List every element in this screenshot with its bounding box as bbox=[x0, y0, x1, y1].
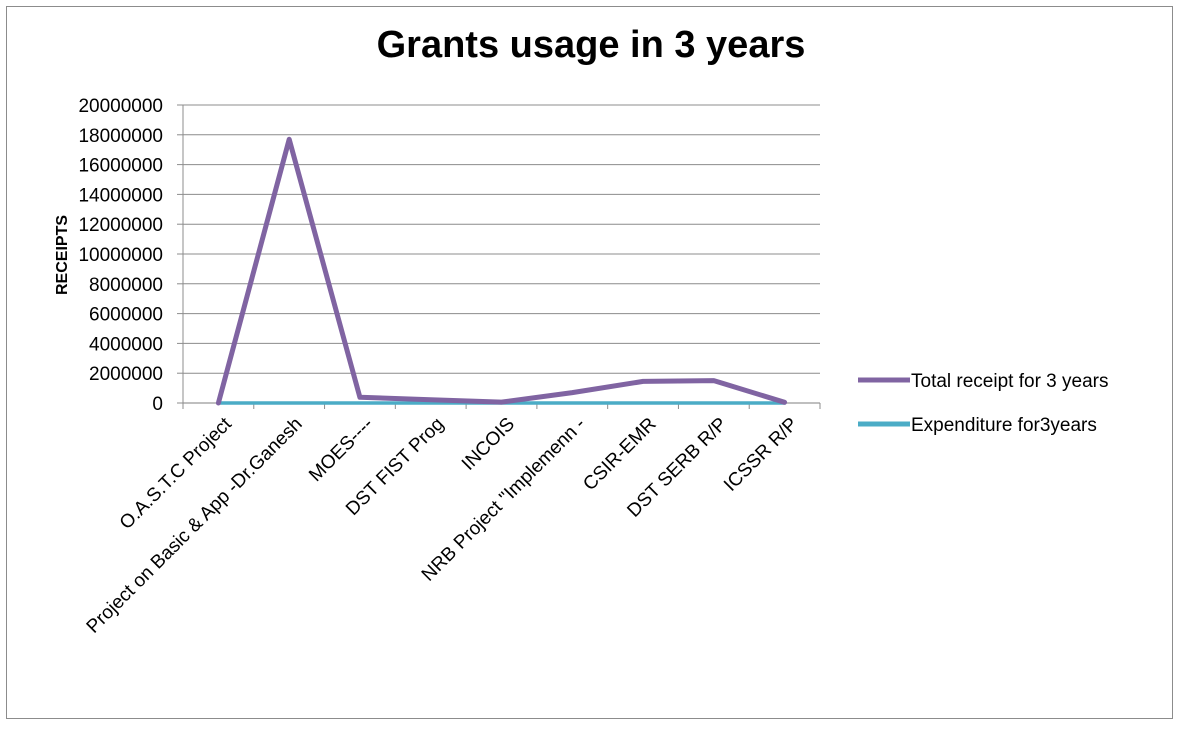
chart-frame bbox=[6, 6, 1173, 719]
series-line-total-receipt bbox=[215, 136, 788, 406]
y-axis-ticks: 0 2000000 4000000 6000000 8000000 10000000 120… bbox=[78, 96, 163, 415]
y-tick-label: 0 bbox=[152, 394, 163, 415]
legend-label: Total receipt for 3 years bbox=[911, 371, 1108, 392]
y-tick-label: 14000000 bbox=[78, 185, 163, 206]
y-tick-label: 10000000 bbox=[78, 245, 163, 266]
y-tick-label: 8000000 bbox=[89, 275, 163, 296]
y-tick-label: 2000000 bbox=[89, 364, 163, 385]
y-tick-label: 12000000 bbox=[78, 215, 163, 236]
legend: Total receipt for 3 years Expenditure for… bbox=[858, 371, 1108, 436]
y-tick-label: 4000000 bbox=[89, 334, 163, 355]
y-tick-label: 18000000 bbox=[78, 126, 163, 147]
legend-label: Expenditure for3years bbox=[911, 415, 1097, 436]
x-tick-label: ICSSR R/P bbox=[720, 414, 802, 496]
y-tick-label: 16000000 bbox=[78, 156, 163, 177]
chart-title: Grants usage in 3 years bbox=[376, 24, 806, 66]
series-lines bbox=[215, 136, 788, 406]
y-axis-title: RECEIPTS bbox=[54, 215, 71, 295]
x-tick-label: INCOIS bbox=[458, 414, 519, 475]
gridlines bbox=[177, 104, 821, 409]
y-tick-label: 20000000 bbox=[78, 96, 163, 117]
y-tick-label: 6000000 bbox=[89, 305, 163, 326]
x-tick-label: MOES---- bbox=[305, 414, 377, 486]
